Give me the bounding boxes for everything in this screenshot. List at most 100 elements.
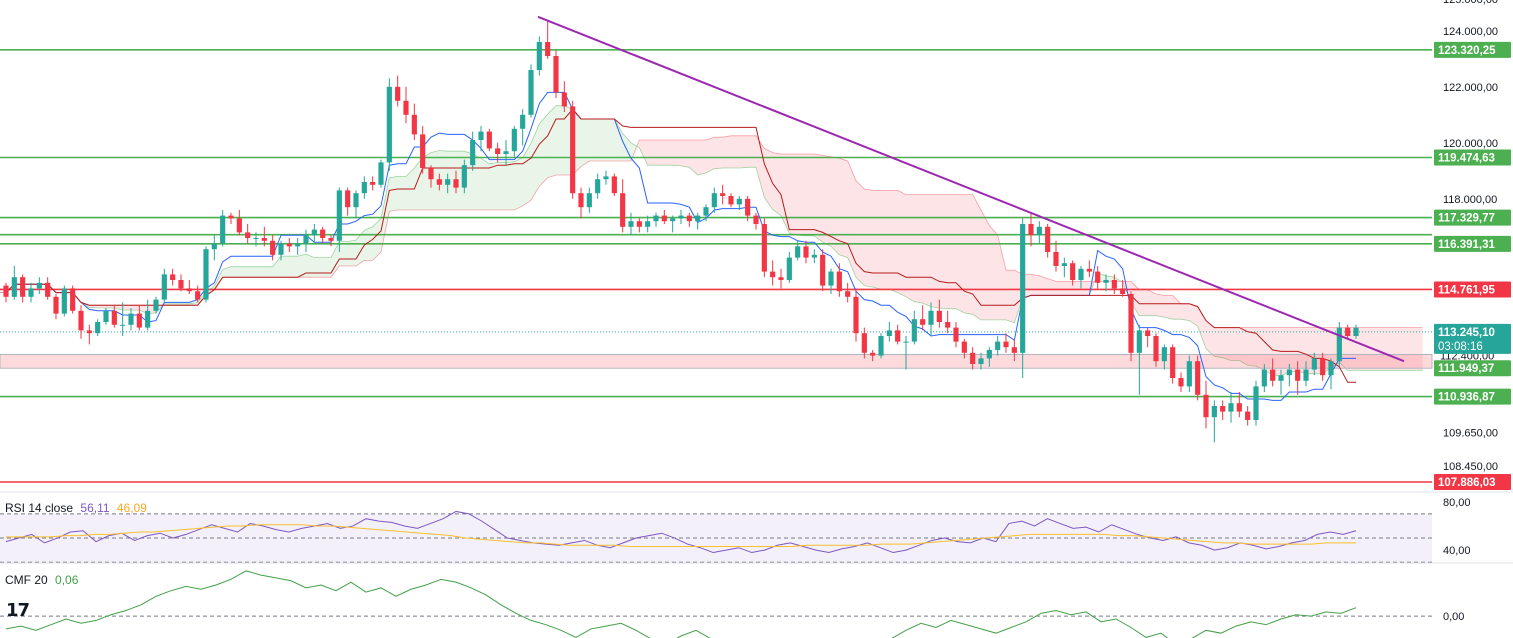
candle-body: [1320, 358, 1326, 376]
cloud-segment: [489, 162, 498, 210]
candle-body: [786, 257, 792, 280]
price-axis[interactable]: 124.000,00 122.000,00 120.000,00 118.000,00…: [0, 0, 1513, 623]
cloud-segment: [239, 266, 248, 278]
rsi-panel[interactable]: [0, 510, 1432, 563]
cloud-segment: [772, 152, 781, 216]
cloud-segment: [1206, 320, 1215, 357]
candle-body: [220, 215, 226, 244]
cloud-segment: [989, 225, 998, 320]
candle-body: [1153, 336, 1159, 362]
cloud-segment: [431, 150, 440, 210]
current-price-badge-countdown: 03:08:16: [1438, 341, 1483, 353]
rsi-ma-value: 46,09: [116, 501, 147, 515]
cloud-segment: [964, 194, 973, 315]
cloud-segment: [664, 140, 673, 166]
candle-body: [753, 215, 759, 224]
candle-body: [1020, 224, 1026, 353]
candle-body: [145, 310, 151, 328]
candle-body: [361, 182, 367, 194]
price-tick-label: 108.450,00: [1443, 461, 1498, 473]
candle-body: [178, 280, 184, 289]
candle-body: [1003, 341, 1009, 348]
candle-body: [486, 131, 492, 149]
candle-body: [1211, 406, 1217, 418]
trendline: [537, 15, 1405, 363]
candle-body: [353, 193, 359, 208]
cloud-segment: [1264, 327, 1273, 376]
candle-body: [1061, 263, 1067, 266]
price-tick-label: 122.000,00: [1443, 82, 1498, 94]
cloud-segment: [939, 194, 948, 309]
level-badge: 117.329,77: [1438, 213, 1495, 225]
candle-body: [386, 86, 392, 163]
candle-body: [261, 238, 267, 241]
candle-body: [1145, 330, 1151, 336]
candle-body: [1303, 369, 1309, 381]
zone-badge: 111.949,37: [1438, 363, 1494, 375]
cmf-panel[interactable]: [0, 570, 1432, 638]
candle-body: [211, 243, 217, 250]
candle-body: [695, 215, 701, 222]
candle-body: [911, 319, 917, 342]
cloud-segment: [872, 190, 881, 290]
cloud-segment: [256, 266, 265, 278]
cloud-segment: [714, 137, 723, 169]
candle-body: [1295, 369, 1301, 381]
candle-body: [470, 140, 476, 166]
cloud-segment: [864, 189, 873, 287]
cloud-segment: [1172, 295, 1181, 320]
cloud-segment: [1164, 295, 1173, 320]
current-price-badge-bg: [1434, 323, 1511, 354]
cloud-segment: [556, 105, 565, 175]
cloud-segment: [522, 143, 531, 206]
cloud-segment: [814, 154, 823, 243]
candle-body: [528, 70, 534, 115]
cloud-segment: [681, 140, 690, 168]
cloud-segment: [372, 218, 381, 261]
candle-body: [20, 277, 26, 297]
candle-body: [1028, 224, 1034, 236]
tradingview-logo: 17: [6, 600, 30, 621]
price-tick-label: 109.650,00: [1443, 428, 1498, 440]
level-badge-bg: [1434, 41, 1511, 58]
candle-body: [1220, 406, 1226, 412]
candle-body: [120, 324, 126, 326]
level-badge: 114.761,95: [1438, 284, 1496, 296]
cloud-segment: [1222, 327, 1231, 361]
candle-body: [403, 100, 409, 115]
cloud-segment: [1031, 274, 1040, 296]
candle-body: [111, 310, 117, 325]
candle-body: [1011, 347, 1017, 353]
candle-body: [420, 134, 426, 168]
price-panel[interactable]: [0, 15, 1433, 483]
cloud-segment: [322, 257, 331, 278]
candle-body: [1245, 411, 1251, 420]
candle-body: [86, 330, 92, 334]
candle-body: [545, 42, 551, 56]
candle-body: [1311, 358, 1317, 370]
candle-body: [311, 229, 317, 236]
cloud-segment: [497, 162, 506, 210]
level-badge-bg: [1434, 388, 1511, 405]
cloud-segment: [1081, 281, 1090, 296]
candle-body: [703, 207, 709, 216]
candle-body: [1328, 361, 1334, 376]
candle-body: [986, 350, 992, 359]
cloud-segment: [931, 194, 940, 308]
candle-body: [1078, 268, 1084, 280]
candle-body: [78, 310, 84, 331]
cloud-segment: [922, 194, 931, 307]
rsi-legend: RSI 14 close 56,11 46,09: [5, 501, 151, 515]
candle-body: [820, 254, 826, 286]
candle-body: [228, 215, 234, 219]
cloud-segment: [306, 254, 315, 278]
cloud-segment: [114, 305, 123, 311]
cloud-segment: [1289, 327, 1298, 372]
cloud-segment: [856, 180, 865, 286]
cmf-tick-label: 0,00: [1443, 611, 1464, 623]
candle-body: [345, 190, 351, 208]
candle-body: [895, 330, 901, 342]
candle-body: [395, 86, 401, 101]
cloud-segment: [231, 266, 240, 278]
